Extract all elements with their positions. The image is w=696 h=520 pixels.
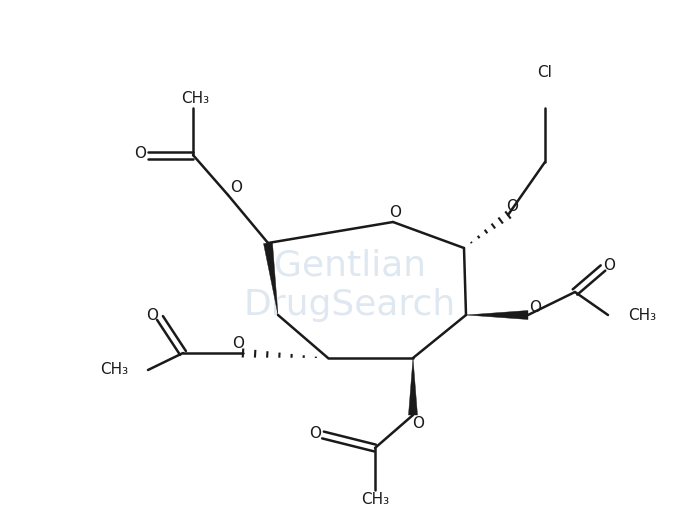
Text: O: O xyxy=(603,258,615,274)
Text: CH₃: CH₃ xyxy=(100,362,128,378)
Text: CH₃: CH₃ xyxy=(361,492,389,508)
Text: O: O xyxy=(232,336,244,352)
Polygon shape xyxy=(466,310,528,319)
Text: Gentlian
DrugSearch: Gentlian DrugSearch xyxy=(244,249,456,322)
Text: CH₃: CH₃ xyxy=(181,90,209,106)
Polygon shape xyxy=(264,242,278,315)
Text: CH₃: CH₃ xyxy=(628,307,656,322)
Text: O: O xyxy=(146,308,158,323)
Text: O: O xyxy=(506,199,518,214)
Text: O: O xyxy=(412,415,424,431)
Text: O: O xyxy=(230,179,242,194)
Text: O: O xyxy=(309,425,321,440)
Text: O: O xyxy=(134,146,146,161)
Text: O: O xyxy=(389,204,401,219)
Text: Cl: Cl xyxy=(537,64,553,80)
Polygon shape xyxy=(409,358,418,415)
Text: O: O xyxy=(529,300,541,315)
